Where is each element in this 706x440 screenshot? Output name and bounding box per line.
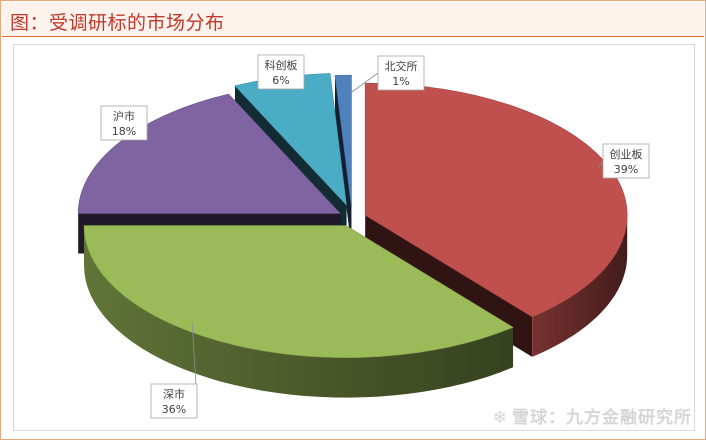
slice-2-rim: [84, 225, 513, 398]
slice-5-label-name: 北交所: [385, 59, 418, 73]
slice-3-top: [77, 93, 341, 214]
title-bar: 图：受调研标的市场分布: [2, 2, 704, 37]
slice-4-label-name: 科创板: [265, 58, 298, 72]
data-labels: 创业板 39% 深市 36% 沪市 18% 科创板 6% 北交所 1%: [100, 54, 650, 419]
slice-5-top: [334, 74, 352, 208]
slice-3-label-name: 沪市: [113, 109, 135, 123]
watermark-text: 雪球：九方金融研究所: [512, 408, 692, 428]
slice-3-label-value: 18%: [112, 125, 136, 138]
slice-1-leader-line: [597, 160, 604, 169]
slice-5-leader-line: [351, 72, 379, 93]
slice-2-label-name: 深市: [163, 387, 185, 401]
slice-2-top: [83, 225, 514, 358]
slice-1-rim: [532, 215, 628, 357]
slice-1-label-box: [602, 143, 650, 179]
slice-5-wall-1: [334, 75, 352, 248]
slice-3-label-box: [100, 105, 148, 141]
figure-title: 图：受调研标的市场分布: [10, 12, 225, 34]
snowball-logo-icon: ❄: [492, 408, 508, 428]
slice-4-label-box: [257, 54, 305, 90]
slice-2-label-box: [150, 383, 198, 419]
watermark: ❄ 雪球：九方金融研究所: [493, 403, 692, 428]
slice-1-label-name: 创业板: [610, 147, 643, 161]
slice-1-label-value: 39%: [614, 163, 638, 176]
slice-4-label-value: 6%: [272, 74, 289, 87]
slice-5-label-value: 1%: [392, 75, 409, 88]
pie-tops: [77, 73, 628, 358]
slice-2-label-value: 36%: [162, 403, 186, 416]
slice-5-label-box: [377, 55, 425, 91]
